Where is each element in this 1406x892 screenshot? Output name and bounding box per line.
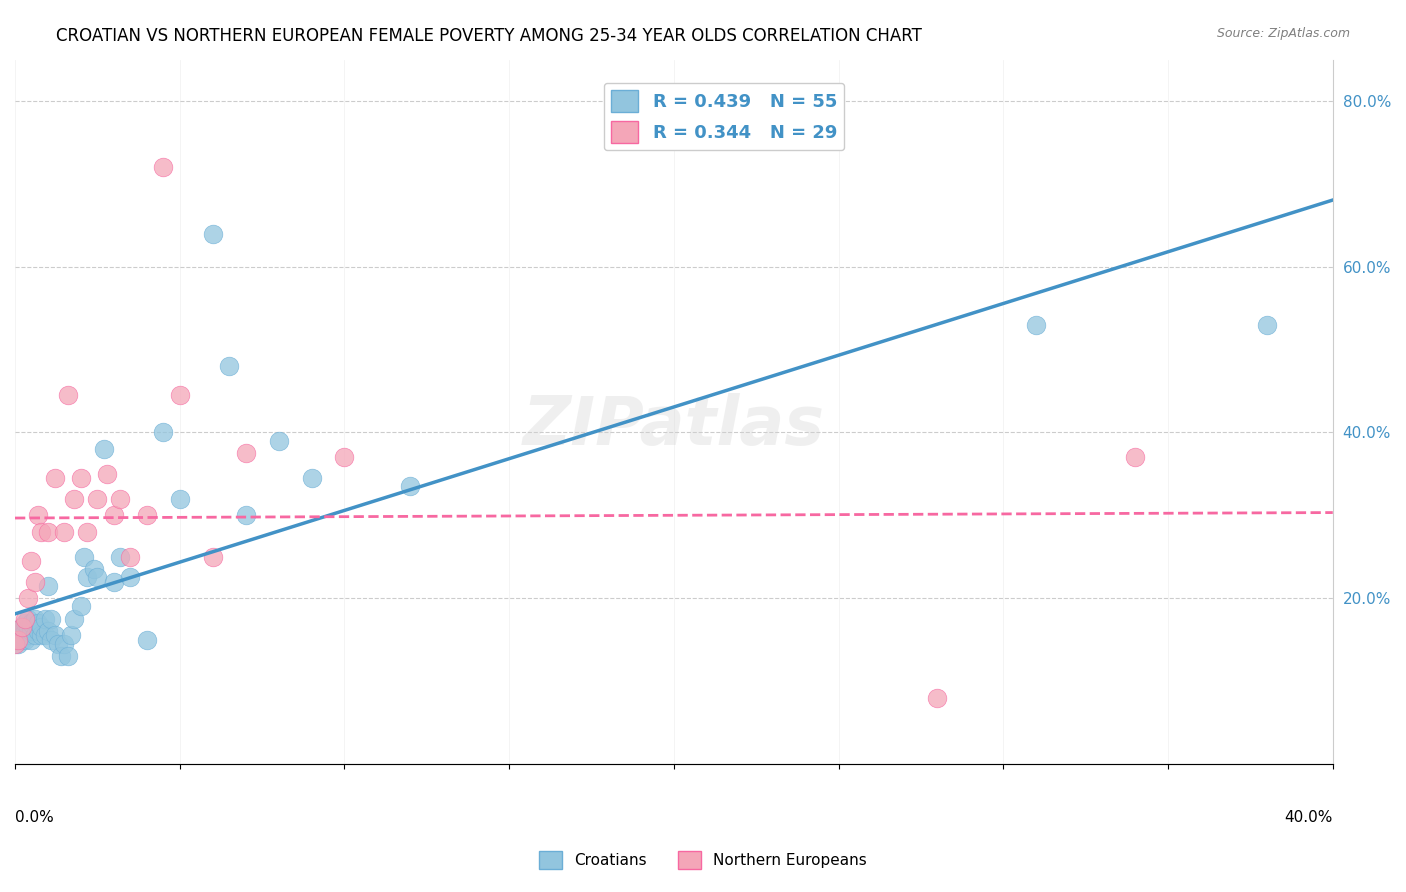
Point	[301, 471, 323, 485]
Point	[83, 562, 105, 576]
Point	[7, 632, 30, 647]
Point	[4, 632, 27, 647]
Point	[30, 628, 52, 642]
Point	[39, 632, 62, 647]
Text: Source: ZipAtlas.com: Source: ZipAtlas.com	[1216, 27, 1350, 40]
Point	[103, 574, 125, 589]
Point	[110, 549, 132, 564]
Point	[218, 359, 240, 373]
Point	[17, 628, 39, 642]
Text: 40.0%: 40.0%	[1285, 810, 1333, 824]
Point	[37, 624, 59, 639]
Point	[152, 161, 174, 175]
Point	[63, 491, 86, 506]
Point	[70, 471, 93, 485]
Point	[60, 628, 83, 642]
Point	[34, 628, 56, 642]
Point	[10, 628, 32, 642]
Point	[24, 628, 46, 642]
Point	[927, 690, 949, 705]
Point	[37, 579, 59, 593]
Text: ZIPatlas: ZIPatlas	[523, 392, 825, 458]
Point	[20, 624, 42, 639]
Point	[44, 628, 66, 642]
Point	[76, 524, 98, 539]
Point	[333, 450, 356, 465]
Point	[70, 599, 93, 614]
Point	[169, 491, 191, 506]
Point	[76, 570, 98, 584]
Point	[235, 446, 257, 460]
Point	[20, 615, 42, 630]
Point	[120, 570, 142, 584]
Point	[27, 615, 49, 630]
Point	[7, 624, 30, 639]
Point	[103, 508, 125, 523]
Point	[93, 442, 115, 456]
Point	[46, 637, 69, 651]
Point	[24, 574, 46, 589]
Point	[120, 549, 142, 564]
Point	[24, 612, 46, 626]
Point	[14, 632, 37, 647]
Legend: Croatians, Northern Europeans: Croatians, Northern Europeans	[533, 845, 873, 875]
Point	[135, 508, 157, 523]
Point	[152, 425, 174, 440]
Point	[86, 570, 108, 584]
Point	[39, 612, 62, 626]
Point	[135, 632, 157, 647]
Point	[73, 549, 96, 564]
Point	[1256, 318, 1278, 332]
Point	[1025, 318, 1047, 332]
Point	[10, 632, 32, 647]
Point	[53, 637, 76, 651]
Point	[20, 632, 42, 647]
Point	[49, 649, 72, 664]
Point	[30, 620, 52, 634]
Text: 0.0%: 0.0%	[15, 810, 53, 824]
Point	[96, 467, 118, 481]
Point	[17, 612, 39, 626]
Point	[235, 508, 257, 523]
Point	[30, 524, 52, 539]
Point	[53, 524, 76, 539]
Point	[7, 637, 30, 651]
Point	[10, 620, 32, 634]
Point	[399, 479, 422, 493]
Point	[20, 554, 42, 568]
Point	[86, 491, 108, 506]
Point	[27, 624, 49, 639]
Point	[7, 628, 30, 642]
Point	[37, 524, 59, 539]
Point	[1123, 450, 1146, 465]
Point	[201, 549, 224, 564]
Point	[4, 637, 27, 651]
Point	[201, 227, 224, 241]
Point	[17, 620, 39, 634]
Point	[110, 491, 132, 506]
Point	[10, 620, 32, 634]
Point	[267, 434, 290, 448]
Point	[14, 615, 37, 630]
Point	[14, 612, 37, 626]
Point	[34, 612, 56, 626]
Point	[27, 508, 49, 523]
Point	[44, 471, 66, 485]
Point	[56, 649, 79, 664]
Point	[169, 388, 191, 402]
Point	[14, 624, 37, 639]
Point	[56, 388, 79, 402]
Point	[17, 591, 39, 606]
Legend: R = 0.439   N = 55, R = 0.344   N = 29: R = 0.439 N = 55, R = 0.344 N = 29	[603, 83, 844, 150]
Point	[63, 612, 86, 626]
Text: CROATIAN VS NORTHERN EUROPEAN FEMALE POVERTY AMONG 25-34 YEAR OLDS CORRELATION C: CROATIAN VS NORTHERN EUROPEAN FEMALE POV…	[56, 27, 922, 45]
